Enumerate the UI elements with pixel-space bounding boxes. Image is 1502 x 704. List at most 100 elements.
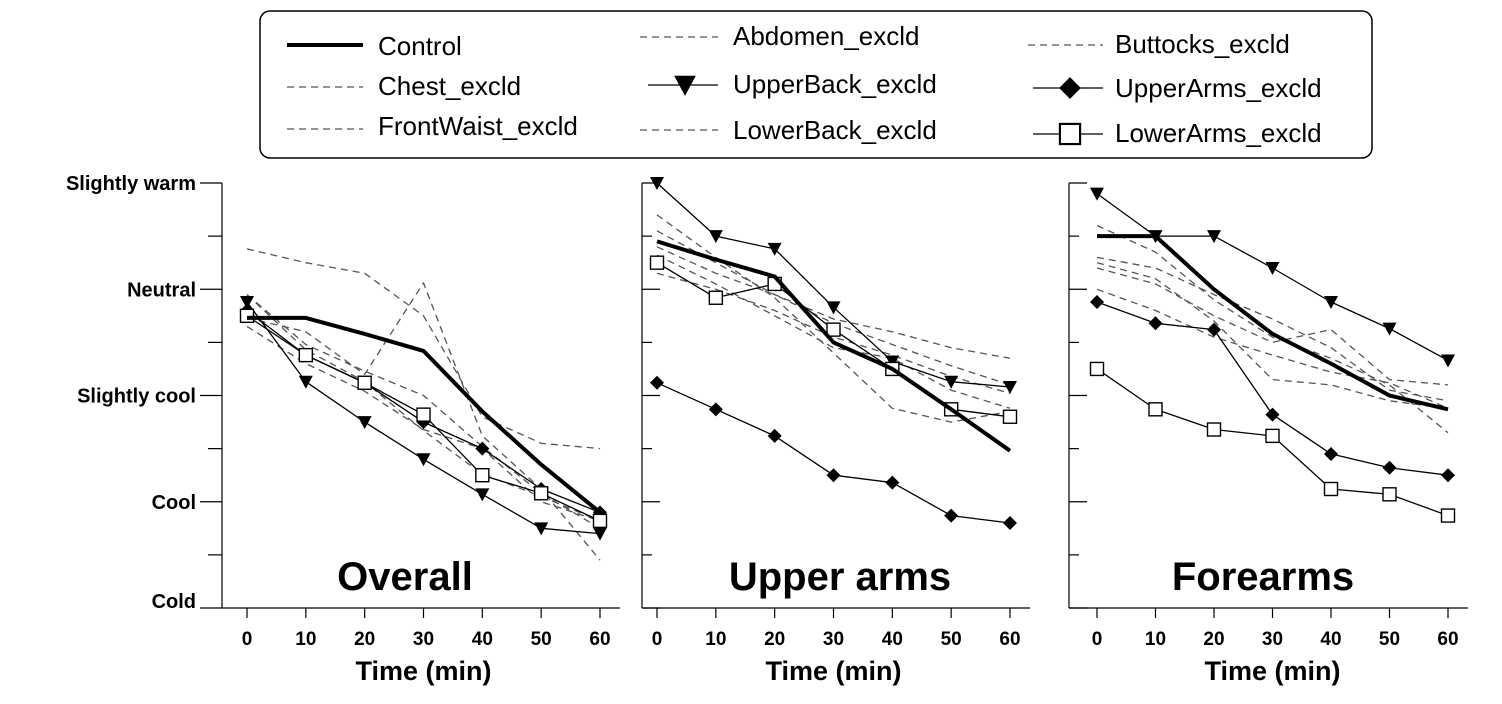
series-line-abdomen [656,214,1011,423]
x-tick-label: 60 [1437,629,1458,650]
legend-entry-buttocks: Buttocks_excld [1028,29,1290,59]
x-tick-label: 10 [1145,629,1166,650]
data-point-lowerarms [357,375,372,390]
series-chest [656,254,1011,409]
data-point-upperback [1382,322,1397,336]
data-point-lowerarms [475,467,490,483]
legend-entry-lowerback: LowerBack_excld [640,115,937,145]
legend-marker-lowerarms [1058,122,1082,146]
series-upperarms [650,375,1017,530]
data-point-lowerarms [1265,428,1280,444]
panels: Cold Cool Slightly cool Neutral Slightly war… [66,173,1468,686]
legend-entry-chest: Chest_excld [287,71,521,101]
data-point-upperback [1003,381,1017,394]
series-control [656,239,1012,453]
x-tick-label: 20 [1203,629,1224,650]
data-point-lowerarms [1382,487,1397,502]
data-point-lowerarms [533,486,549,501]
series-frontwaist [656,230,1011,359]
data-point-upperback [767,242,782,256]
data-point-upperarms [826,468,841,483]
series-line-lowerback [1096,288,1449,409]
data-point-upperarms [1148,316,1163,331]
data-point-upperarms [1265,407,1280,422]
data-point-lowerarms [239,308,255,324]
data-point-upperback [475,488,490,502]
series-control [247,315,602,514]
legend-label-lowerback: LowerBack_excld [733,115,937,145]
x-tick-label: 30 [1262,629,1283,650]
series-line-control [656,239,1012,453]
data-point-lowerarms [1089,361,1105,377]
x-tick-label: 20 [764,629,785,650]
legend-marker-upperback [674,75,696,96]
series-line-frontwaist [656,230,1011,359]
data-point-lowerarms [416,407,431,422]
legend-marker-upperarms [1059,77,1081,99]
legend-entry-upperback: UpperBack_excld [648,69,937,99]
data-point-upperarms [475,441,490,456]
series-line-buttocks [656,246,1011,386]
data-point-upperback [534,522,549,536]
series-buttocks [246,248,601,450]
data-point-upperback [1207,230,1221,244]
data-point-upperback [240,296,254,309]
data-point-upperarms [885,475,900,490]
series-buttocks [656,246,1011,386]
legend-entry-upperarms: UpperArms_excld [1033,73,1322,103]
data-point-lowerarms [826,322,841,337]
series-upperarms [1090,295,1455,483]
series-upperback [650,177,1017,394]
data-point-upperarms [767,428,782,443]
x-tick-label: 10 [295,629,316,650]
x-tick-label: 60 [589,629,610,650]
panel-0: Cold Cool Slightly cool Neutral Slightly war… [66,173,620,686]
data-point-upperback [1090,187,1104,201]
data-point-upperarms [1090,295,1104,309]
data-point-upperarms [1003,516,1017,530]
series-line-upperarms [1096,301,1449,476]
data-point-upperback [708,230,723,244]
x-tick-label: 50 [1379,629,1400,650]
series-upperback [240,296,607,541]
legend-label-abdomen: Abdomen_excld [733,21,919,51]
legend-box [259,10,1373,159]
x-tick-label: 10 [705,629,726,650]
panel-title: Upper arms [729,555,951,599]
series-upperback [1090,187,1455,368]
series-line-chest [1096,224,1449,434]
data-point-upperback [357,416,372,430]
x-tick-label: 50 [941,629,962,650]
data-point-upperback [593,527,607,541]
legend-label-lowerarms: LowerArms_excld [1115,118,1322,148]
series-line-frontwaist [1096,256,1449,402]
data-point-lowerarms [649,255,665,270]
legend-marker-group-lowerarms [1058,122,1082,146]
data-point-upperback [416,453,431,467]
y-tick-label: Cold [152,591,196,613]
data-point-upperarms [1441,468,1455,483]
x-tick-label: 60 [999,629,1020,650]
data-point-upperback [298,375,313,389]
series-line-chest [656,254,1011,409]
series-line-control [247,315,602,514]
legend-label-chest: Chest_excld [378,71,521,101]
x-tick-label: 0 [1092,629,1103,650]
series-line-buttocks [246,248,601,450]
data-point-upperback [826,301,841,315]
data-point-upperarms [1207,322,1221,337]
panel-title: Forearms [1172,555,1354,599]
x-tick-label: 40 [882,629,903,650]
legend-label-control: Control [378,31,462,61]
data-point-upperarms [944,508,959,523]
series-line-lowerback [246,325,601,522]
series-lowerarms [1089,361,1456,523]
series-abdomen [1096,267,1449,386]
data-point-upperback [944,375,959,389]
x-axis-label: Time (min) [355,656,491,686]
data-point-upperarms [650,375,664,390]
data-point-upperback [650,177,664,190]
legend: Control Chest_excld FrontWaist_excld Abdome… [259,10,1373,159]
series-line-upperback [656,182,1011,388]
